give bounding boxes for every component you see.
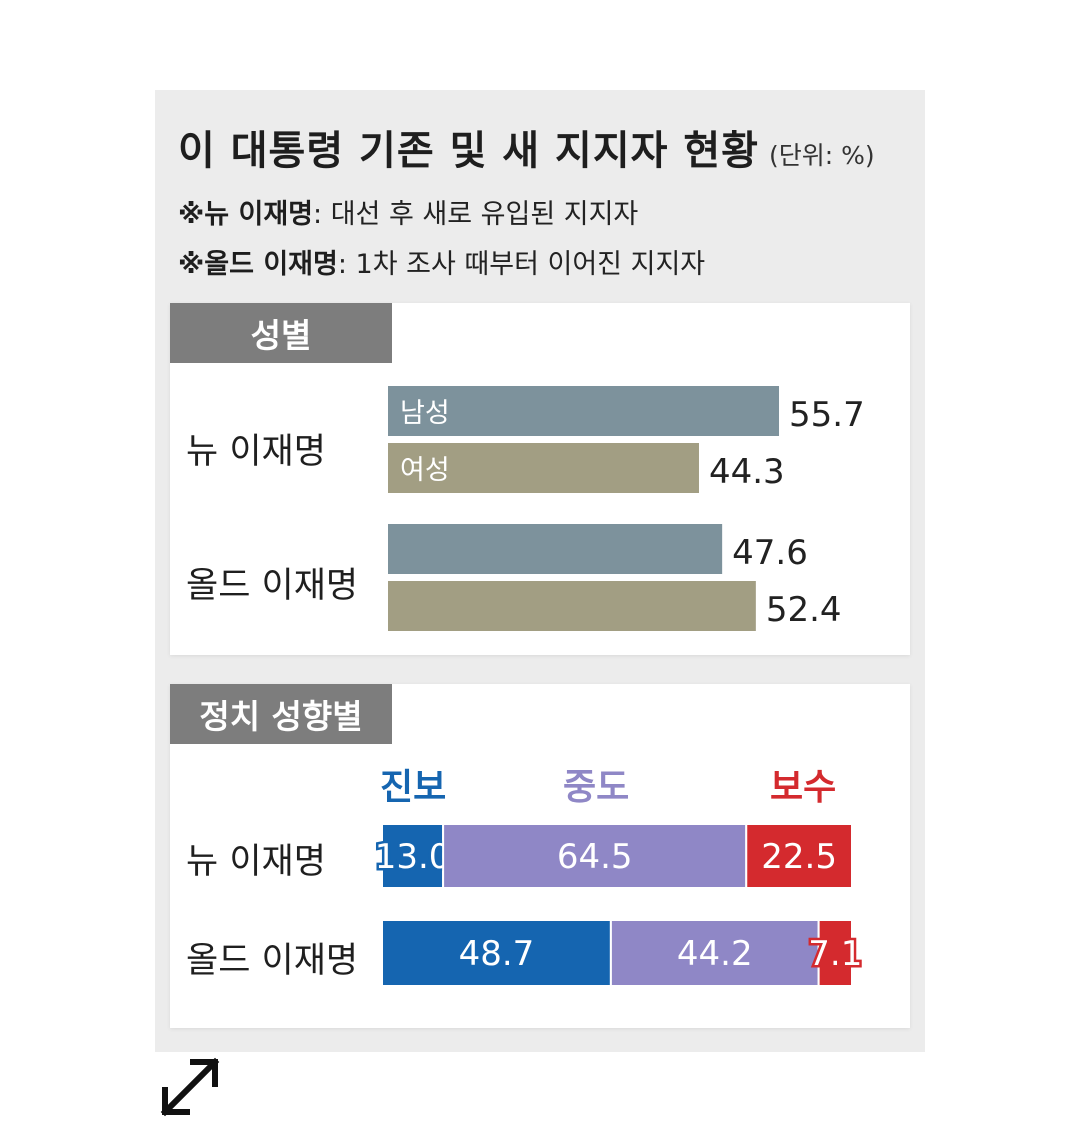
bar-inline-label: 남성 — [400, 398, 450, 429]
title-line: 이 대통령 기존 및 새 지지자 현황 (단위: %) — [178, 118, 875, 176]
bar-female-1 — [388, 581, 756, 631]
bar-female-0 — [388, 443, 699, 493]
politics-row-label-old: 올드 이재명 — [186, 941, 359, 981]
segment-conservative-0 — [745, 823, 853, 889]
section-tab-politics: 정치 성향별 — [170, 684, 392, 744]
segment-conservative-1 — [817, 919, 854, 987]
unit-label: (단위: %) — [768, 141, 875, 170]
bar-value-label: 47.6 — [732, 533, 808, 573]
segment-progressive-1 — [381, 919, 612, 987]
legend-progressive: 진보 — [380, 767, 447, 808]
note-term: ※올드 이재명 — [178, 249, 338, 280]
segment-value-label: 64.5 — [557, 837, 633, 877]
segment-value-label: 22.5 — [761, 837, 837, 877]
segment-value-label: 13.0 — [375, 837, 451, 877]
segment-value-label: 44.2 — [677, 934, 753, 974]
segment-moderate-0 — [442, 823, 748, 889]
chart-title: 이 대통령 기존 및 새 지지자 현황 — [178, 128, 759, 174]
section-tab-gender: 성별 — [170, 303, 392, 363]
expand-icon[interactable] — [155, 1052, 225, 1122]
gender-row-label-old: 올드 이재명 — [186, 566, 359, 606]
bar-inline-label: 여성 — [400, 455, 450, 486]
politics-row-label-new: 뉴 이재명 — [186, 842, 326, 882]
note-text: : 대선 후 새로 유입된 지지자 — [313, 199, 639, 230]
segment-value-label: 48.7 — [459, 934, 535, 974]
note-old-supporters: ※올드 이재명: 1차 조사 때부터 이어진 지지자 — [178, 242, 705, 281]
gender-row-label-new: 뉴 이재명 — [186, 432, 326, 472]
legend-conservative: 보수 — [770, 767, 837, 808]
segment-value-label: 7.1 — [808, 934, 862, 974]
bar-value-label: 44.3 — [709, 452, 785, 492]
note-new-supporters: ※뉴 이재명: 대선 후 새로 유입된 지지자 — [178, 192, 638, 231]
bar-male-0 — [388, 386, 780, 436]
bar-value-label: 55.7 — [789, 395, 865, 435]
note-term: ※뉴 이재명 — [178, 199, 314, 230]
legend-moderate: 중도 — [563, 767, 630, 808]
note-text: : 1차 조사 때부터 이어진 지지자 — [337, 249, 706, 280]
bar-male-1 — [388, 524, 723, 574]
bar-value-label: 52.4 — [766, 590, 842, 630]
